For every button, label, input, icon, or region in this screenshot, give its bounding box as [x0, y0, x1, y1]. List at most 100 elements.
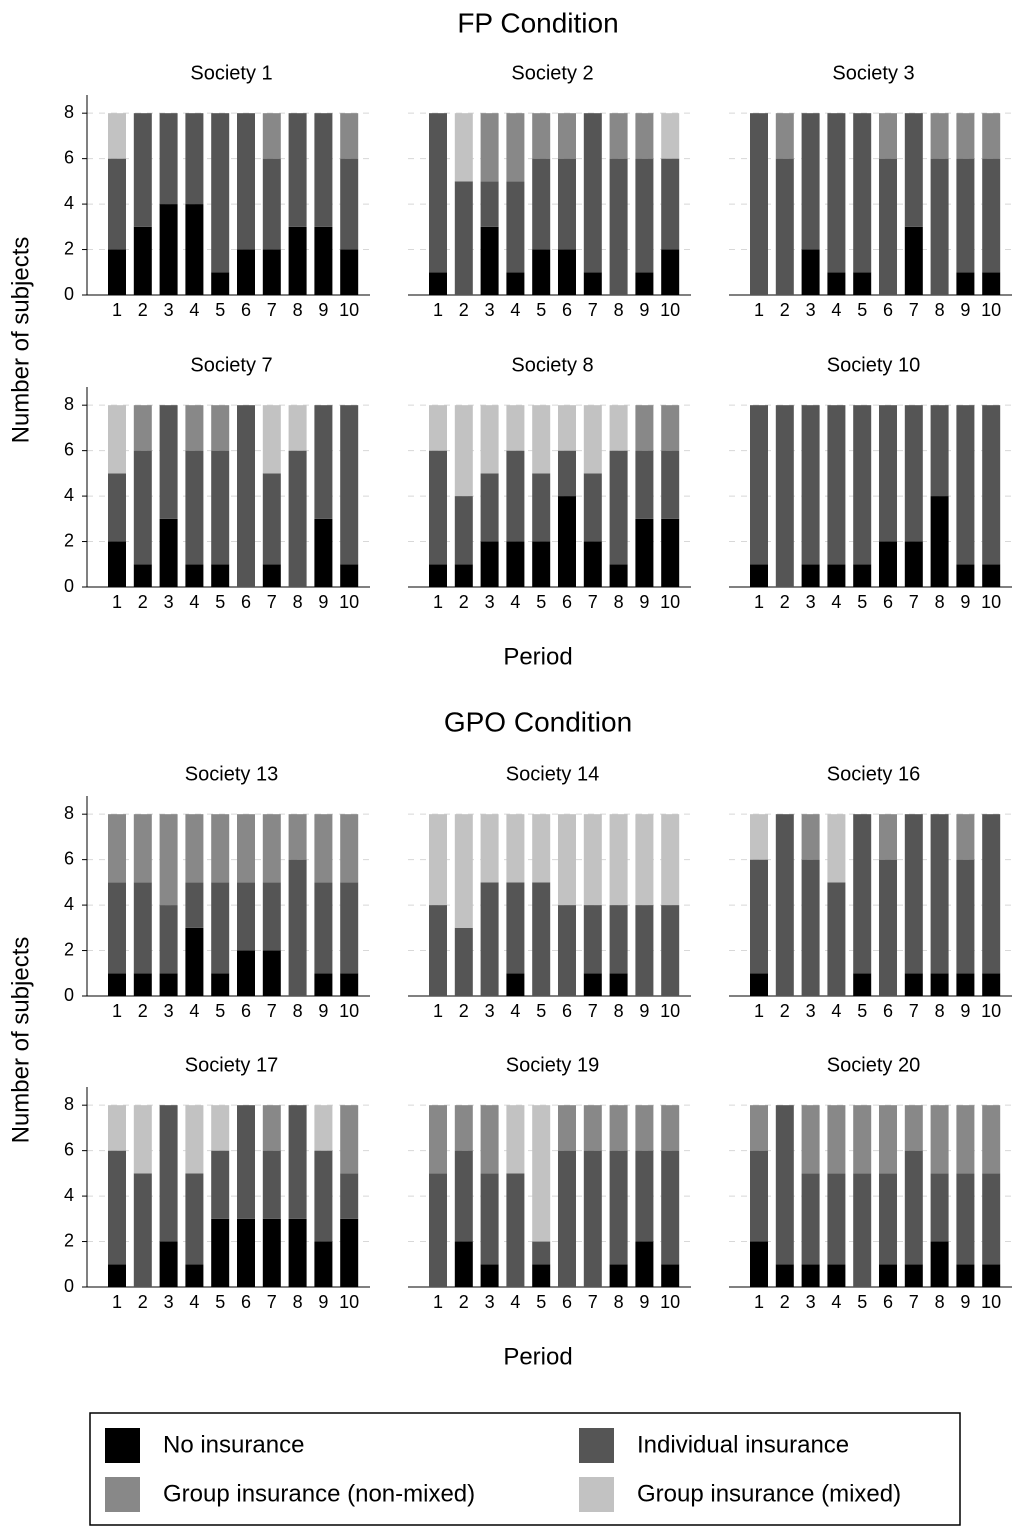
bar-segment	[750, 564, 768, 587]
bar-segment	[532, 113, 551, 159]
bar-segment	[480, 1264, 499, 1287]
bar-segment	[133, 450, 152, 565]
bar-segment	[262, 249, 281, 295]
bar-segment	[661, 113, 680, 159]
bar-segment	[480, 1173, 499, 1265]
bar-segment	[314, 882, 333, 974]
x-tick-label: 4	[189, 1292, 199, 1312]
y-tick-label: 0	[64, 1276, 74, 1296]
bar-segment	[956, 1264, 975, 1287]
x-tick-label: 9	[639, 1292, 649, 1312]
y-tick-label: 0	[64, 985, 74, 1005]
x-tick-label: 6	[241, 300, 251, 320]
bar-segment	[211, 272, 230, 295]
bar-segment	[583, 973, 602, 996]
bar-segment	[262, 950, 281, 996]
x-tick-label: 6	[562, 1001, 572, 1021]
bar-segment	[930, 1241, 949, 1287]
bar-segment	[211, 882, 230, 974]
bar-segment	[661, 405, 680, 451]
bar-segment	[185, 405, 204, 451]
x-tick-label: 9	[318, 1001, 328, 1021]
bar-segment	[982, 158, 1001, 273]
y-tick-label: 0	[64, 284, 74, 304]
legend-label: Group insurance (mixed)	[637, 1480, 901, 1507]
bar-segment	[558, 249, 576, 295]
bar-segment	[429, 450, 447, 565]
x-tick-label: 2	[138, 300, 148, 320]
bar-segment	[956, 113, 975, 159]
bar-segment	[635, 1241, 654, 1287]
bar-segment	[558, 496, 576, 587]
bar-segment	[635, 450, 654, 519]
bar-segment	[211, 814, 230, 883]
x-tick-label: 1	[112, 592, 122, 612]
bar-segment	[635, 814, 654, 906]
bar-segment	[454, 1150, 473, 1242]
bar-segment	[429, 405, 447, 451]
bar-segment	[750, 859, 768, 974]
bar-segment	[635, 1150, 654, 1242]
bar-segment	[454, 814, 473, 928]
x-tick-label: 2	[138, 592, 148, 612]
x-tick-label: 4	[189, 1001, 199, 1021]
x-tick-label: 7	[588, 300, 598, 320]
x-tick-label: 5	[536, 1292, 546, 1312]
y-tick-label: 2	[64, 530, 74, 550]
bar-segment	[211, 1105, 230, 1151]
x-tick-label: 9	[639, 592, 649, 612]
bar-segment	[340, 882, 359, 974]
bar-segment	[827, 272, 846, 295]
bar-segment	[506, 973, 525, 996]
x-tick-label: 4	[510, 592, 520, 612]
bar-segment	[930, 1105, 949, 1174]
bar-segment	[314, 226, 333, 295]
x-tick-label: 7	[588, 1001, 598, 1021]
bar-segment	[879, 814, 897, 860]
bar-segment	[801, 1264, 820, 1287]
bar-segment	[314, 518, 333, 587]
bar-segment	[583, 1105, 602, 1151]
bar-segment	[211, 973, 230, 996]
x-tick-label: 4	[189, 592, 199, 612]
bar-segment	[609, 814, 628, 906]
x-tick-label: 8	[293, 300, 303, 320]
x-tick-label: 5	[536, 300, 546, 320]
x-tick-label: 9	[960, 1001, 970, 1021]
bar-segment	[583, 1150, 602, 1287]
bar-segment	[262, 814, 281, 883]
y-axis-label: Number of subjects	[7, 237, 34, 444]
bar-segment	[340, 814, 359, 883]
bar-segment	[506, 450, 525, 542]
bar-segment	[159, 518, 178, 587]
bar-segment	[237, 405, 255, 587]
legend-label: No insurance	[163, 1431, 304, 1458]
x-tick-label: 9	[639, 300, 649, 320]
bar-segment	[956, 158, 975, 273]
bar-segment	[827, 1264, 846, 1287]
x-tick-label: 1	[433, 300, 443, 320]
x-tick-label: 4	[831, 1292, 841, 1312]
x-tick-label: 10	[339, 592, 359, 612]
bar-segment	[661, 1105, 680, 1151]
x-tick-label: 4	[510, 1001, 520, 1021]
bar-segment	[982, 1264, 1001, 1287]
bar-segment	[532, 249, 551, 295]
x-tick-label: 3	[164, 1292, 174, 1312]
x-tick-label: 8	[614, 592, 624, 612]
bar-segment	[314, 1150, 333, 1242]
bar-segment	[506, 181, 525, 273]
x-tick-label: 6	[883, 592, 893, 612]
bar-segment	[609, 973, 628, 996]
legend-swatch	[579, 1428, 614, 1463]
bar-segment	[558, 905, 576, 996]
bar-segment	[750, 1241, 768, 1287]
bar-segment	[750, 814, 768, 860]
bar-segment	[108, 973, 126, 996]
bar-segment	[558, 814, 576, 906]
bar-segment	[583, 113, 602, 273]
x-tick-label: 3	[485, 1001, 495, 1021]
bar-segment	[930, 405, 949, 497]
bar-segment	[930, 113, 949, 159]
x-tick-label: 2	[459, 1001, 469, 1021]
